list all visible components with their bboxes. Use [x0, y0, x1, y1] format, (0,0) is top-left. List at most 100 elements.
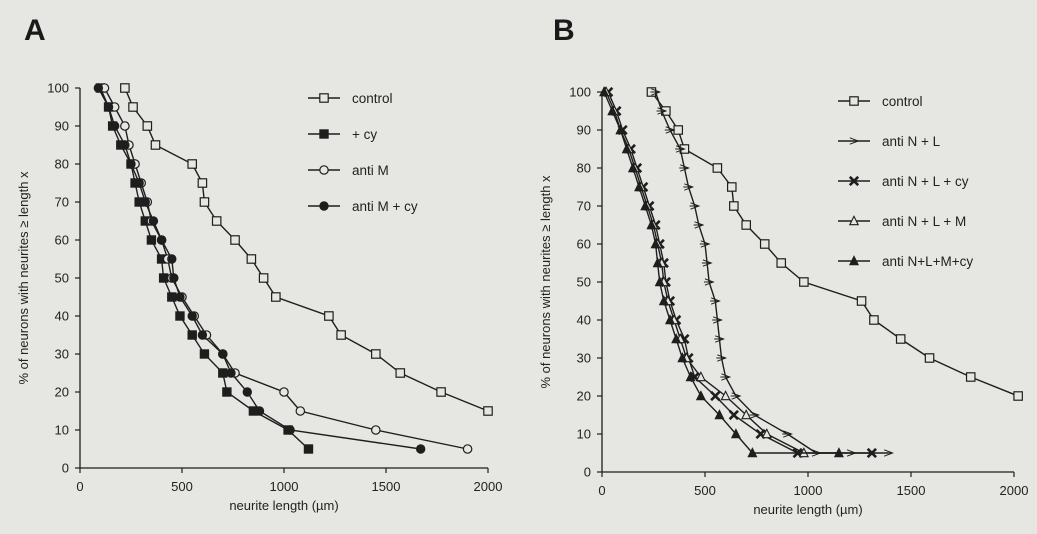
data-point — [199, 349, 210, 359]
legend-item: anti M — [308, 163, 389, 178]
data-point — [175, 311, 185, 321]
data-point — [218, 368, 228, 378]
y-tick-label: 50 — [577, 275, 591, 290]
legend-marker — [319, 201, 329, 211]
series-3 — [603, 86, 877, 459]
data-point — [246, 254, 257, 264]
data-point — [924, 353, 935, 363]
legend-item: anti N + L + cy — [838, 174, 969, 189]
data-point — [607, 105, 618, 116]
data-point — [226, 368, 236, 378]
data-point — [869, 315, 879, 325]
data-point — [197, 330, 208, 340]
data-point — [211, 216, 222, 226]
data-point — [699, 240, 711, 248]
series-3 — [99, 83, 473, 454]
x-tick-label: 1000 — [270, 479, 299, 494]
series-line — [124, 87, 489, 412]
data-point — [187, 330, 197, 340]
x-tick-label: 0 — [76, 479, 83, 494]
data-point — [650, 88, 662, 96]
chart-panel-b: 0 500 1000 1500 2000 0 10 20 30 40 50 60 70 80 90 100 ne… — [538, 85, 1028, 518]
data-point — [720, 373, 732, 381]
y-tick-label: 0 — [62, 461, 69, 476]
y-tick-label: 40 — [55, 309, 69, 324]
data-point — [730, 392, 742, 400]
data-point — [710, 390, 721, 402]
data-point — [695, 371, 706, 382]
data-point — [462, 444, 473, 454]
data-point — [158, 273, 169, 283]
data-point — [1013, 391, 1023, 401]
legend-label: anti N+L+M+cy — [882, 254, 973, 269]
y-tick-label: 20 — [55, 385, 69, 400]
legend-item: + cy — [308, 127, 377, 142]
data-point — [336, 330, 346, 340]
data-point — [761, 428, 772, 439]
data-point — [965, 372, 976, 382]
data-point — [615, 124, 626, 135]
data-point — [895, 334, 906, 344]
data-point — [693, 221, 705, 229]
data-point — [197, 178, 208, 188]
data-point — [712, 163, 723, 173]
y-tick-label: 100 — [569, 85, 591, 100]
y-tick-label: 80 — [55, 157, 69, 172]
data-point — [415, 444, 426, 454]
series-1 — [120, 83, 493, 416]
legend-label: control — [352, 91, 393, 106]
data-point — [93, 83, 104, 93]
legend-marker — [319, 129, 329, 139]
legend-item: control — [838, 94, 923, 109]
series-line — [607, 91, 872, 454]
series-4 — [93, 83, 426, 454]
series-2 — [650, 88, 894, 457]
y-tick-label: 60 — [55, 233, 69, 248]
legend-label: control — [882, 94, 923, 109]
data-point — [627, 162, 638, 173]
y-tick-label: 100 — [47, 81, 69, 96]
data-point — [726, 182, 737, 192]
data-point — [656, 107, 668, 115]
data-point — [741, 220, 751, 230]
data-point — [685, 371, 696, 382]
data-point — [483, 406, 493, 416]
x-tick-label: 1500 — [372, 479, 401, 494]
data-point — [714, 409, 725, 420]
data-point — [856, 296, 867, 306]
y-tick-label: 80 — [577, 161, 591, 176]
data-point — [599, 86, 610, 97]
data-point — [303, 444, 314, 454]
y-tick-label: 70 — [55, 195, 69, 210]
series-5 — [599, 86, 844, 458]
data-point — [218, 349, 228, 359]
data-point — [716, 354, 728, 362]
data-point — [634, 181, 645, 192]
y-tick-label: 0 — [584, 465, 591, 480]
legend-item: anti N + L — [838, 134, 941, 149]
legend-marker — [848, 255, 860, 266]
legend-marker — [848, 137, 860, 145]
data-point — [650, 238, 661, 249]
y-axis-title: % of neurons with neurites ≥ length x — [538, 175, 553, 389]
data-point — [126, 159, 136, 169]
data-point — [664, 314, 675, 325]
series-2 — [95, 83, 314, 454]
series-4 — [601, 86, 809, 458]
data-point — [156, 235, 167, 245]
legend-item: anti N + L + M — [838, 214, 966, 229]
legend-marker — [848, 215, 860, 226]
legend-marker — [848, 175, 860, 187]
data-point — [436, 387, 446, 397]
data-point — [728, 409, 739, 421]
data-point — [683, 183, 695, 191]
panel-label-a: A — [24, 14, 46, 47]
data-point — [729, 201, 739, 211]
data-point — [675, 145, 686, 153]
series-line — [654, 91, 889, 454]
data-point — [295, 406, 306, 416]
y-tick-label: 60 — [577, 237, 591, 252]
data-point — [254, 406, 265, 416]
legend-label: anti N + L + M — [882, 214, 966, 229]
legend-marker — [849, 96, 859, 106]
